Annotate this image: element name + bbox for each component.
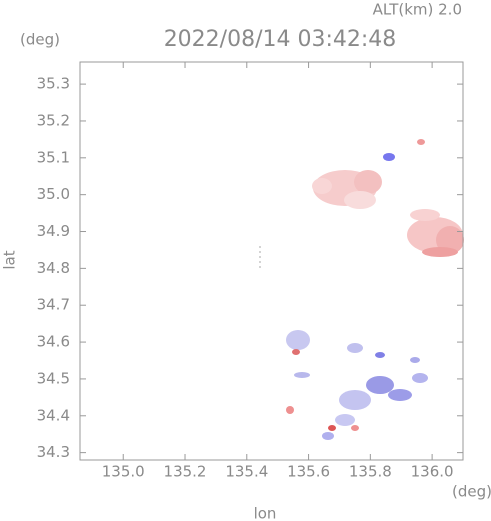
y-tick-label: 35.1 (37, 148, 70, 166)
y-tick-label: 34.3 (37, 443, 70, 461)
x-tick-label: 135.2 (164, 463, 207, 481)
y-tick-label: 34.6 (37, 333, 70, 351)
chart-title: 2022/08/14 03:42:48 (164, 27, 397, 52)
x-tick-label: 135.8 (349, 463, 392, 481)
x-axis-label: lon (254, 505, 277, 521)
y-tick-label: 34.8 (37, 259, 70, 277)
x-tick-label: 136.0 (411, 463, 454, 481)
x-unit: (deg) (452, 483, 491, 501)
x-tick-label: 135.6 (287, 463, 330, 481)
y-tick-label: 34.7 (37, 296, 70, 314)
echo-layer (259, 139, 464, 440)
y-axis-label: lat (1, 250, 19, 269)
y-tick-label: 34.9 (37, 222, 70, 240)
altitude-label: ALT(km) 2.0 (373, 1, 462, 19)
x-tick-label: 135.0 (102, 463, 145, 481)
y-tick-label: 34.5 (37, 369, 70, 387)
y-tick-label: 34.4 (37, 406, 70, 424)
plot-frame (79, 61, 464, 461)
y-tick-label: 35.3 (37, 75, 70, 93)
y-tick-label: 35.2 (37, 111, 70, 129)
y-tick-label: 35.0 (37, 185, 70, 203)
y-unit: (deg) (20, 31, 60, 49)
x-tick-label: 135.4 (225, 463, 268, 481)
